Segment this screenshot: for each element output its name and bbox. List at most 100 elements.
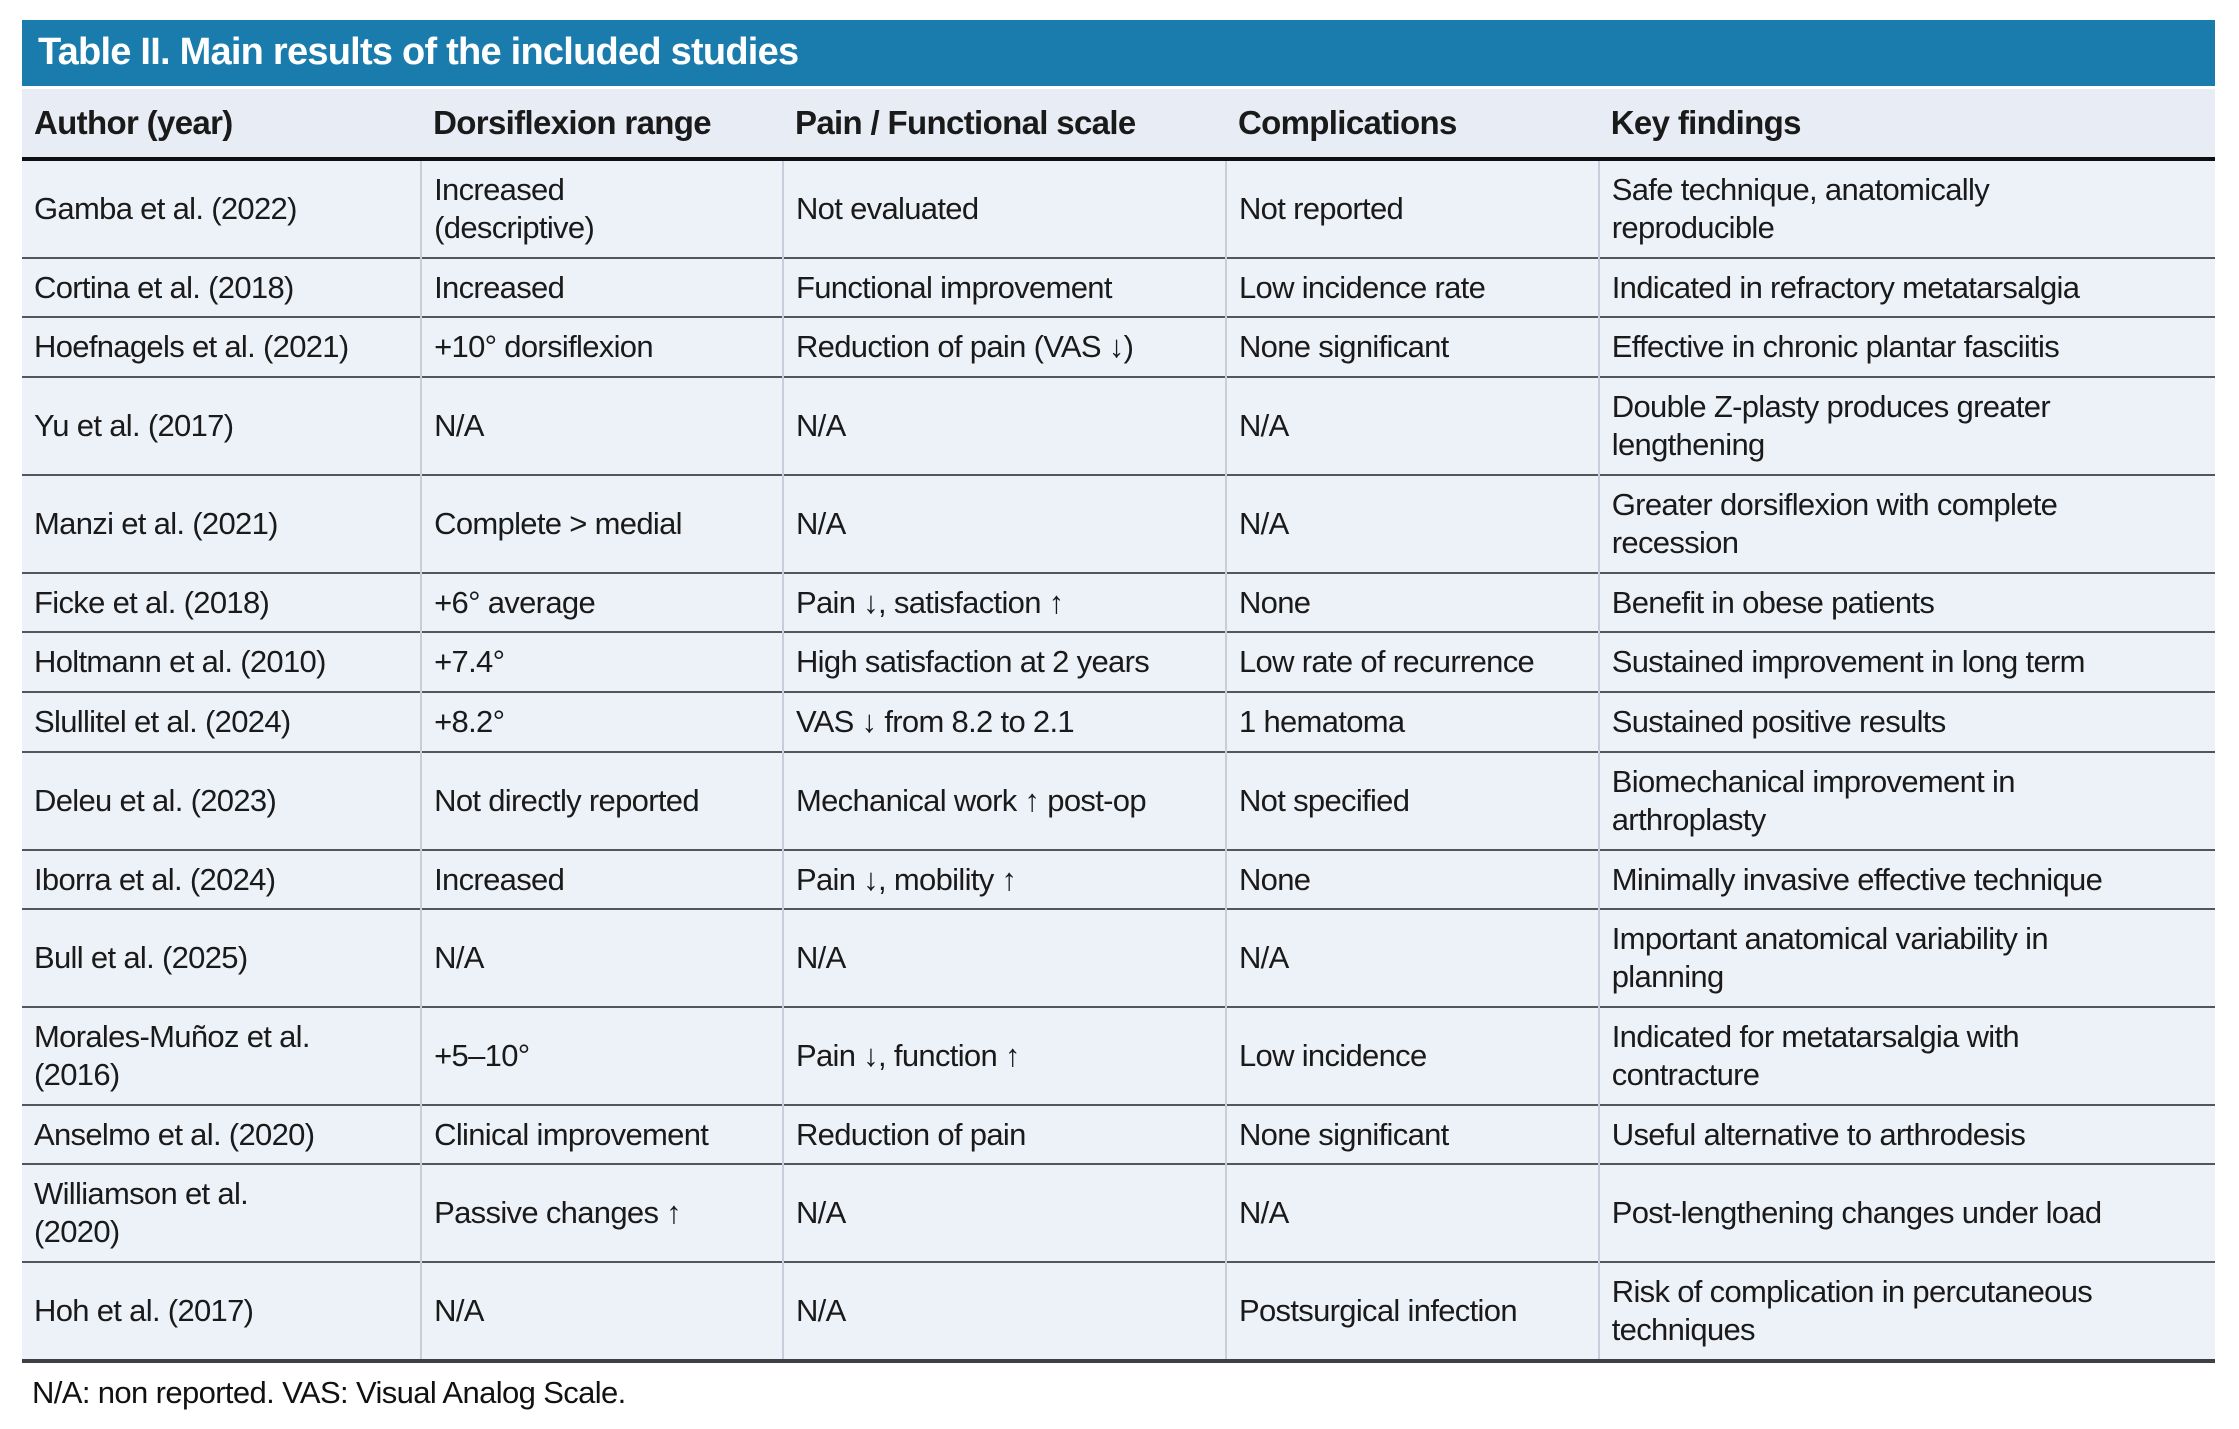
column-header-pain-scale: Pain / Functional scale xyxy=(782,89,1226,161)
table-title-bar: Table II. Main results of the included s… xyxy=(22,20,2215,86)
complications-cell: Not specified xyxy=(1224,750,1599,850)
column-header-author: Author (year) xyxy=(22,89,422,161)
dorsiflexion-cell: Increased xyxy=(420,256,783,318)
dorsiflexion-cell: N/A xyxy=(420,376,783,475)
author-cell: Iborra et al. (2024) xyxy=(22,848,422,910)
pain-scale-cell: Reduction of pain (VAS ↓) xyxy=(781,316,1226,378)
complications-cell: Low incidence rate xyxy=(1224,256,1599,318)
pain-scale-cell: Pain ↓, mobility ↑ xyxy=(781,848,1226,910)
dorsiflexion-cell: +5–10° xyxy=(420,1006,783,1105)
complications-cell: N/A xyxy=(1224,473,1599,573)
pain-scale-cell: Mechanical work ↑ post-op xyxy=(781,750,1226,850)
author-cell: Hoefnagels et al. (2021) xyxy=(22,316,422,378)
table-row: Manzi et al. (2021) Complete > medial N/A N… xyxy=(22,473,2215,573)
complications-cell: None xyxy=(1224,848,1599,910)
complications-cell: None significant xyxy=(1224,316,1599,378)
complications-cell: None significant xyxy=(1224,1103,1599,1165)
table-row: Bull et al. (2025) N/A N/A N/A Important ana… xyxy=(22,908,2215,1007)
key-findings-cell: Risk of complication in percutaneous tec… xyxy=(1597,1261,2215,1361)
dorsiflexion-cell: Increased xyxy=(420,848,783,910)
pain-scale-cell: N/A xyxy=(781,473,1226,573)
complications-cell: Not reported xyxy=(1224,159,1599,258)
key-findings-cell: Indicated in refractory metatarsalgia xyxy=(1597,256,2215,318)
dorsiflexion-cell: +6° average xyxy=(420,571,783,633)
dorsiflexion-cell: N/A xyxy=(420,908,783,1007)
author-cell: Gamba et al. (2022) xyxy=(22,159,422,258)
author-cell: Manzi et al. (2021) xyxy=(22,473,422,573)
author-cell: Yu et al. (2017) xyxy=(22,376,422,475)
complications-cell: N/A xyxy=(1224,908,1599,1007)
key-findings-cell: Important anatomical variability in plan… xyxy=(1597,908,2215,1007)
pain-scale-cell: Not evaluated xyxy=(781,159,1226,258)
key-findings-cell: Post-lengthening changes under load xyxy=(1597,1163,2215,1263)
key-findings-cell: Benefit in obese patients xyxy=(1597,571,2215,633)
pain-scale-cell: Pain ↓, satisfaction ↑ xyxy=(781,571,1226,633)
pain-scale-cell: N/A xyxy=(781,1163,1226,1263)
table-row: Yu et al. (2017) N/A N/A N/A Double Z-plasty… xyxy=(22,376,2215,475)
key-findings-cell: Sustained improvement in long term xyxy=(1597,631,2215,693)
author-cell: Hoh et al. (2017) xyxy=(22,1261,422,1361)
table-row: Holtmann et al. (2010) +7.4° High satisfac… xyxy=(22,631,2215,693)
author-cell: Holtmann et al. (2010) xyxy=(22,631,422,693)
pain-scale-cell: N/A xyxy=(781,1261,1226,1361)
author-cell: Morales-Muñoz et al. (2016) xyxy=(22,1006,422,1105)
author-cell: Williamson et al. (2020) xyxy=(22,1163,422,1263)
pain-scale-cell: Pain ↓, function ↑ xyxy=(781,1006,1226,1105)
complications-cell: 1 hematoma xyxy=(1224,691,1599,752)
key-findings-cell: Sustained positive results xyxy=(1597,691,2215,752)
table-footnote: N/A: non reported. VAS: Visual Analog Sc… xyxy=(32,1374,626,1410)
column-header-row: Author (year) Dorsiflexion range Pain / … xyxy=(22,89,2215,161)
table-body: Gamba et al. (2022) Increased (descriptiv… xyxy=(22,159,2215,1361)
pain-scale-cell: VAS ↓ from 8.2 to 2.1 xyxy=(781,691,1226,752)
table-title: Table II. Main results of the included s… xyxy=(38,31,799,73)
key-findings-cell: Biomechanical improvement in arthroplast… xyxy=(1597,750,2215,850)
dorsiflexion-cell: Clinical improvement xyxy=(420,1103,783,1165)
author-cell: Bull et al. (2025) xyxy=(22,908,422,1007)
table-row: Gamba et al. (2022) Increased (descriptiv… xyxy=(22,159,2215,258)
author-cell: Ficke et al. (2018) xyxy=(22,571,422,633)
author-cell: Cortina et al. (2018) xyxy=(22,256,422,318)
results-table: Author (year) Dorsiflexion range Pain / … xyxy=(22,89,2215,1363)
key-findings-cell: Effective in chronic plantar fasciitis xyxy=(1597,316,2215,378)
table-row: Deleu et al. (2023) Not directly reported… xyxy=(22,750,2215,850)
column-header-key-findings: Key findings xyxy=(1598,89,2215,161)
table-row: Anselmo et al. (2020) Clinical improvemen… xyxy=(22,1103,2215,1165)
key-findings-cell: Double Z-plasty produces greater lengthe… xyxy=(1597,376,2215,475)
table-row: Hoh et al. (2017) N/A N/A Postsurgical infe… xyxy=(22,1261,2215,1361)
table-row: Cortina et al. (2018) Increased Functional… xyxy=(22,256,2215,318)
key-findings-cell: Useful alternative to arthrodesis xyxy=(1597,1103,2215,1165)
author-cell: Deleu et al. (2023) xyxy=(22,750,422,850)
table-row: Williamson et al. (2020) Passive changes … xyxy=(22,1163,2215,1263)
complications-cell: N/A xyxy=(1224,1163,1599,1263)
author-cell: Slullitel et al. (2024) xyxy=(22,691,422,752)
dorsiflexion-cell: Increased (descriptive) xyxy=(420,159,783,258)
pain-scale-cell: Functional improvement xyxy=(781,256,1226,318)
dorsiflexion-cell: +10° dorsiflexion xyxy=(420,316,783,378)
key-findings-cell: Minimally invasive effective technique xyxy=(1597,848,2215,910)
pain-scale-cell: N/A xyxy=(781,908,1226,1007)
complications-cell: Low rate of recurrence xyxy=(1224,631,1599,693)
key-findings-cell: Indicated for metatarsalgia with contrac… xyxy=(1597,1006,2215,1105)
complications-cell: None xyxy=(1224,571,1599,633)
author-cell: Anselmo et al. (2020) xyxy=(22,1103,422,1165)
table-row: Iborra et al. (2024) Increased Pain ↓, mob… xyxy=(22,848,2215,910)
dorsiflexion-cell: Not directly reported xyxy=(420,750,783,850)
dorsiflexion-cell: +8.2° xyxy=(420,691,783,752)
complications-cell: Low incidence xyxy=(1224,1006,1599,1105)
table-row: Slullitel et al. (2024) +8.2° VAS ↓ from 8… xyxy=(22,691,2215,752)
pain-scale-cell: Reduction of pain xyxy=(781,1103,1226,1165)
key-findings-cell: Greater dorsiflexion with complete reces… xyxy=(1597,473,2215,573)
dorsiflexion-cell: +7.4° xyxy=(420,631,783,693)
pain-scale-cell: N/A xyxy=(781,376,1226,475)
dorsiflexion-cell: N/A xyxy=(420,1261,783,1361)
complications-cell: N/A xyxy=(1224,376,1599,475)
table-row: Hoefnagels et al. (2021) +10° dorsiflexio… xyxy=(22,316,2215,378)
pain-scale-cell: High satisfaction at 2 years xyxy=(781,631,1226,693)
complications-cell: Postsurgical infection xyxy=(1224,1261,1599,1361)
column-header-dorsiflexion: Dorsiflexion range xyxy=(421,89,783,161)
dorsiflexion-cell: Complete > medial xyxy=(420,473,783,573)
dorsiflexion-cell: Passive changes ↑ xyxy=(420,1163,783,1263)
key-findings-cell: Safe technique, anatomically reproducibl… xyxy=(1597,159,2215,258)
table-row: Ficke et al. (2018) +6° average Pain ↓, sa… xyxy=(22,571,2215,633)
